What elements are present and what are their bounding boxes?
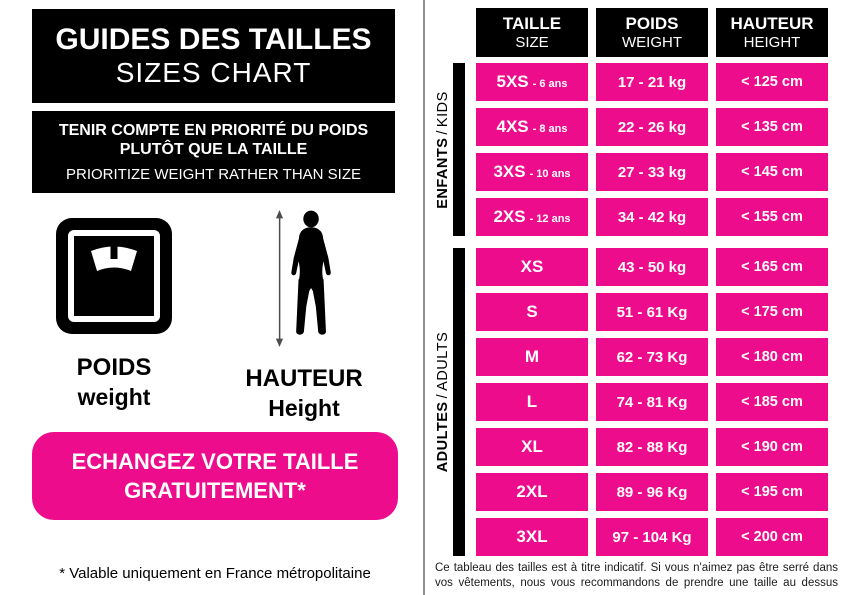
weight-label-en: weight — [77, 384, 151, 410]
weight-cell: 82 - 88 Kg — [596, 428, 708, 466]
size-cell: 3XS - 10 ans — [476, 153, 588, 191]
height-cell: < 155 cm — [716, 198, 828, 236]
size-cell: S — [476, 293, 588, 331]
size-cell: 2XS - 12 ans — [476, 198, 588, 236]
table-row: M 62 - 73 Kg < 180 cm — [476, 338, 828, 376]
weight-cell: 22 - 26 kg — [596, 108, 708, 146]
note-fr-line2: PLUTÔT QUE LA TAILLE — [119, 141, 308, 158]
exchange-line2: GRATUITEMENT* — [124, 478, 306, 503]
kids-vertical-label: ENFANTS/KIDS — [435, 90, 451, 209]
weight-cell: 34 - 42 kg — [596, 198, 708, 236]
header-size: TAILLE SIZE — [476, 8, 588, 57]
height-label-en: Height — [268, 395, 340, 421]
exchange-line1: ECHANGEZ VOTRE TAILLE — [71, 449, 359, 474]
weight-cell: 97 - 104 Kg — [596, 518, 708, 556]
height-cell: < 125 cm — [716, 63, 828, 101]
weight-label-fr: POIDS — [76, 354, 152, 381]
priority-note-banner: TENIR COMPTE EN PRIORITÉ DU POIDS PLUTÔT… — [32, 111, 395, 193]
table-row: 2XL 89 - 96 Kg < 195 cm — [476, 473, 828, 511]
title-banner: GUIDES DES TAILLES SIZES CHART — [32, 9, 395, 103]
note-en-line: PRIORITIZE WEIGHT RATHER THAN SIZE — [65, 166, 362, 183]
kids-rows: 5XS - 6 ans 17 - 21 kg < 125 cm 4XS - 8 an… — [476, 63, 828, 236]
weight-cell: 74 - 81 Kg — [596, 383, 708, 421]
size-cell: M — [476, 338, 588, 376]
height-cell: < 145 cm — [716, 153, 828, 191]
bathroom-scale-icon — [53, 216, 175, 341]
table-row: L 74 - 81 Kg < 185 cm — [476, 383, 828, 421]
table-row: 3XS - 10 ans 27 - 33 kg < 145 cm — [476, 153, 828, 191]
size-cell: 2XL — [476, 473, 588, 511]
size-cell: XL — [476, 428, 588, 466]
weight-cell: 62 - 73 Kg — [596, 338, 708, 376]
person-height-arrow-icon — [271, 210, 338, 352]
height-cell: < 200 cm — [716, 518, 828, 556]
weight-cell: 43 - 50 kg — [596, 248, 708, 286]
adults-group-bar — [453, 248, 465, 556]
height-cell: < 175 cm — [716, 293, 828, 331]
adults-rail-label: ADULTES/ADULTS — [433, 248, 453, 556]
weight-cell: 89 - 96 Kg — [596, 473, 708, 511]
height-cell: < 190 cm — [716, 428, 828, 466]
header-height: HAUTEUR HEIGHT — [716, 8, 828, 57]
header-size-fr: TAILLE — [502, 13, 562, 33]
header-height-fr: HAUTEUR — [730, 13, 814, 33]
height-cell: < 185 cm — [716, 383, 828, 421]
group-kids: ENFANTS/KIDS 5XS - 6 ans 17 - 21 kg < 125… — [433, 63, 828, 236]
table-row: XL 82 - 88 Kg < 190 cm — [476, 428, 828, 466]
table-row: 2XS - 12 ans 34 - 42 kg < 155 cm — [476, 198, 828, 236]
header-weight: POIDS WEIGHT — [596, 8, 708, 57]
vertical-divider — [423, 0, 425, 595]
table-row: XS 43 - 50 kg < 165 cm — [476, 248, 828, 286]
footnote: * Valable uniquement en France métropoli… — [59, 565, 371, 582]
title-fr: GUIDES DES TAILLES — [55, 23, 372, 56]
group-adults: ADULTES/ADULTS XS 43 - 50 kg < 165 cm S … — [433, 248, 828, 556]
kids-rail-label: ENFANTS/KIDS — [433, 63, 453, 236]
note-fr-line1: TENIR COMPTE EN PRIORITÉ DU POIDS — [58, 122, 369, 139]
weight-cell: 17 - 21 kg — [596, 63, 708, 101]
height-cell: < 180 cm — [716, 338, 828, 376]
height-label-fr: HAUTEUR — [245, 365, 363, 392]
size-cell: L — [476, 383, 588, 421]
title-en: SIZES CHART — [115, 57, 312, 88]
table-row: S 51 - 61 Kg < 175 cm — [476, 293, 828, 331]
exchange-size-button[interactable]: ECHANGEZ VOTRE TAILLE GRATUITEMENT* — [32, 432, 398, 520]
table-disclaimer: Ce tableau des tailles est à titre indic… — [435, 562, 838, 589]
table-row: 5XS - 6 ans 17 - 21 kg < 125 cm — [476, 63, 828, 101]
adults-vertical-label: ADULTES/ADULTS — [435, 331, 451, 473]
header-height-en: HEIGHT — [743, 33, 801, 51]
height-cell: < 165 cm — [716, 248, 828, 286]
table-row: 4XS - 8 ans 22 - 26 kg < 135 cm — [476, 108, 828, 146]
header-weight-fr: POIDS — [625, 13, 679, 33]
table-header-row: TAILLE SIZE POIDS WEIGHT HAUTEUR HEIGHT — [476, 8, 828, 57]
size-cell: 3XL — [476, 518, 588, 556]
height-cell: < 135 cm — [716, 108, 828, 146]
size-cell: 5XS - 6 ans — [476, 63, 588, 101]
weight-cell: 51 - 61 Kg — [596, 293, 708, 331]
kids-group-bar — [453, 63, 465, 236]
size-cell: 4XS - 8 ans — [476, 108, 588, 146]
height-cell: < 195 cm — [716, 473, 828, 511]
height-figure: HAUTEUR Height — [245, 210, 363, 421]
size-cell: XS — [476, 248, 588, 286]
table-row: 3XL 97 - 104 Kg < 200 cm — [476, 518, 828, 556]
weight-cell: 27 - 33 kg — [596, 153, 708, 191]
header-weight-en: WEIGHT — [622, 33, 682, 51]
weight-figure: POIDS weight — [44, 216, 184, 410]
adults-rows: XS 43 - 50 kg < 165 cm S 51 - 61 Kg < 17… — [476, 248, 828, 556]
header-size-en: SIZE — [515, 33, 549, 51]
